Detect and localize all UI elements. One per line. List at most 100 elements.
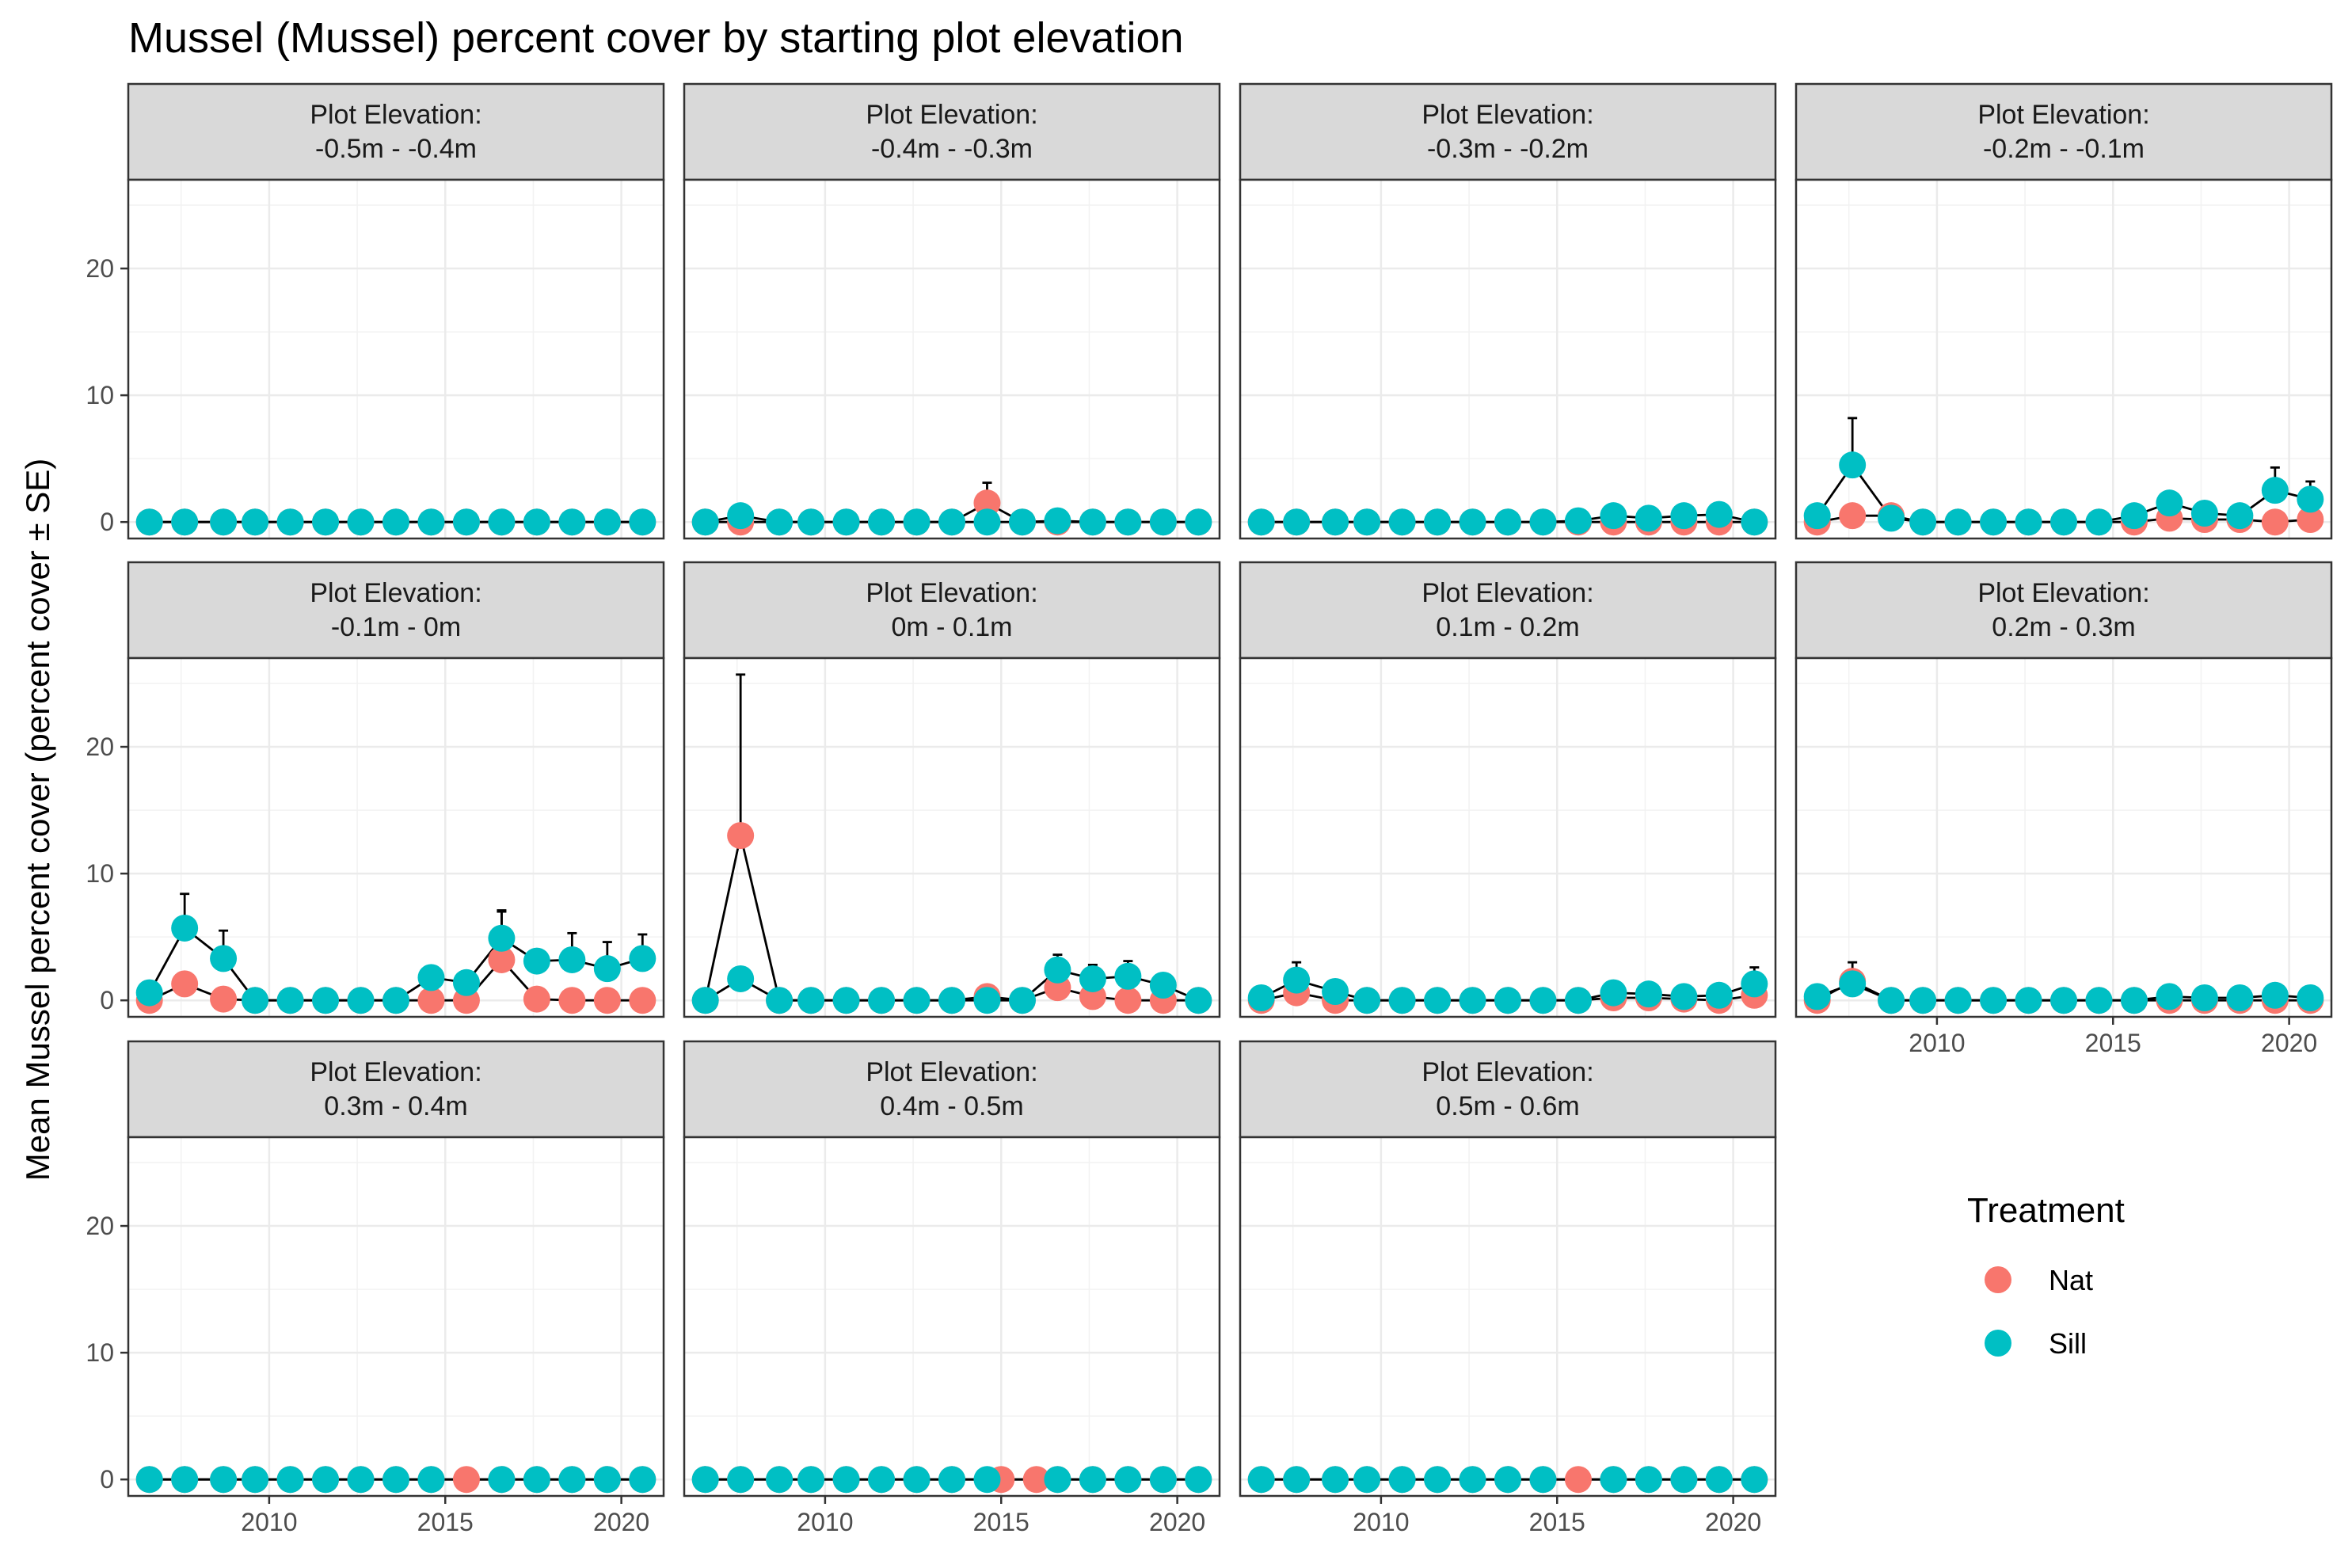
data-point-sill (2297, 485, 2324, 513)
facet-strip-range: 0.5m - 0.6m (1436, 1091, 1579, 1121)
data-point-sill (452, 508, 480, 536)
facet-strip-range: 0.2m - 0.3m (1992, 612, 2135, 642)
data-point-sill (629, 508, 657, 536)
data-point-sill (1980, 987, 2008, 1014)
data-point-sill (1424, 987, 1452, 1014)
data-point-sill (1741, 508, 1768, 536)
data-point-sill (1283, 508, 1311, 536)
data-point-sill (210, 1466, 238, 1494)
data-point-sill (1980, 508, 2008, 536)
data-point-sill (1803, 502, 1831, 530)
panel-border (1239, 1136, 1777, 1498)
panel-background (684, 180, 1220, 539)
data-point-sill (210, 508, 238, 536)
data-point-sill (593, 1466, 621, 1494)
data-point-sill (2156, 489, 2183, 517)
data-point-sill (727, 1466, 755, 1494)
y-tick-label: 10 (86, 381, 114, 409)
data-point-sill (1705, 981, 1733, 1009)
data-point-sill (1600, 1466, 1627, 1494)
data-point-sill (797, 508, 825, 536)
data-point-sill (1322, 977, 1349, 1005)
data-point-sill (832, 1466, 860, 1494)
data-point-sill (1247, 984, 1275, 1011)
data-point-sill (1529, 1466, 1557, 1494)
data-point-sill (1079, 1466, 1106, 1494)
y-tick-label: 20 (86, 1212, 114, 1240)
panel-background (1796, 180, 2331, 539)
data-point-sill (2190, 984, 2218, 1011)
data-point-sill (1944, 508, 1972, 536)
data-point-sill (1388, 508, 1416, 536)
data-point-sill (2297, 984, 2324, 1011)
data-point-sill (2190, 499, 2218, 527)
data-point-sill (382, 508, 409, 536)
data-point-nat (1022, 1466, 1050, 1494)
panel-border (127, 178, 665, 540)
facet-strip-range: -0.3m - -0.2m (1427, 134, 1589, 164)
data-point-sill (1185, 987, 1212, 1014)
data-point-sill (629, 1466, 657, 1494)
panel-background (684, 658, 1220, 1017)
data-point-sill (1670, 502, 1698, 530)
data-point-sill (242, 508, 269, 536)
data-point-sill (171, 914, 199, 942)
data-point-sill (1114, 962, 1142, 990)
data-point-sill (1909, 508, 1937, 536)
facet-strip-label: Plot Elevation: (310, 578, 481, 608)
data-point-nat (1839, 502, 1867, 530)
data-point-nat (2261, 508, 2289, 536)
data-point-sill (1388, 987, 1416, 1014)
data-point-sill (1494, 1466, 1521, 1494)
facet-strip-range: 0.4m - 0.5m (880, 1091, 1023, 1121)
data-point-sill (1564, 987, 1592, 1014)
data-point-sill (868, 508, 896, 536)
panel-border (1239, 657, 1777, 1018)
data-point-sill (276, 1466, 304, 1494)
legend-title: Treatment (1967, 1191, 2125, 1230)
x-tick-label: 2015 (417, 1508, 474, 1536)
data-point-sill (210, 945, 238, 972)
data-point-sill (1909, 987, 1937, 1014)
data-point-sill (1529, 987, 1557, 1014)
data-point-sill (973, 1466, 1001, 1494)
data-point-sill (797, 1466, 825, 1494)
data-point-sill (2015, 987, 2042, 1014)
panel-border (1239, 178, 1777, 540)
panel-border (127, 657, 665, 1018)
facet-strip-range: -0.2m - -0.1m (1983, 134, 2145, 164)
data-point-sill (727, 965, 755, 992)
facet-strip (127, 1040, 665, 1139)
data-point-sill (1353, 1466, 1381, 1494)
data-point-sill (558, 508, 586, 536)
data-point-sill (417, 508, 445, 536)
facet-strip-label: Plot Elevation: (1977, 578, 2149, 608)
data-point-sill (135, 1466, 163, 1494)
data-point-sill (1635, 504, 1662, 532)
data-point-sill (1322, 1466, 1349, 1494)
facet-panel: Plot Elevation: 0m - 0.1m (683, 561, 1221, 1018)
data-point-sill (1705, 500, 1733, 528)
data-point-sill (1079, 965, 1106, 992)
facet-strip-label: Plot Elevation: (866, 1057, 1037, 1087)
data-point-sill (1247, 1466, 1275, 1494)
x-tick-label: 2010 (241, 1508, 297, 1536)
data-point-sill (1424, 508, 1452, 536)
data-point-sill (1741, 970, 1768, 998)
facet-strip (127, 561, 665, 660)
panel-background (1240, 1137, 1775, 1496)
data-point-nat (973, 489, 1001, 517)
data-point-sill (1044, 1466, 1071, 1494)
data-point-sill (2120, 987, 2148, 1014)
data-point-sill (452, 969, 480, 996)
facet-panel: Plot Elevation: -0.1m - 0m 0 10 20 (86, 561, 665, 1018)
x-tick-label: 2010 (1353, 1508, 1409, 1536)
panel-border (683, 178, 1221, 540)
data-point-sill (903, 987, 931, 1014)
facet-strip (1239, 561, 1777, 660)
facet-strip (1794, 561, 2333, 660)
y-tick-label: 0 (100, 508, 114, 536)
data-point-sill (417, 1466, 445, 1494)
data-point-sill (938, 1466, 965, 1494)
y-tick-label: 20 (86, 733, 114, 761)
